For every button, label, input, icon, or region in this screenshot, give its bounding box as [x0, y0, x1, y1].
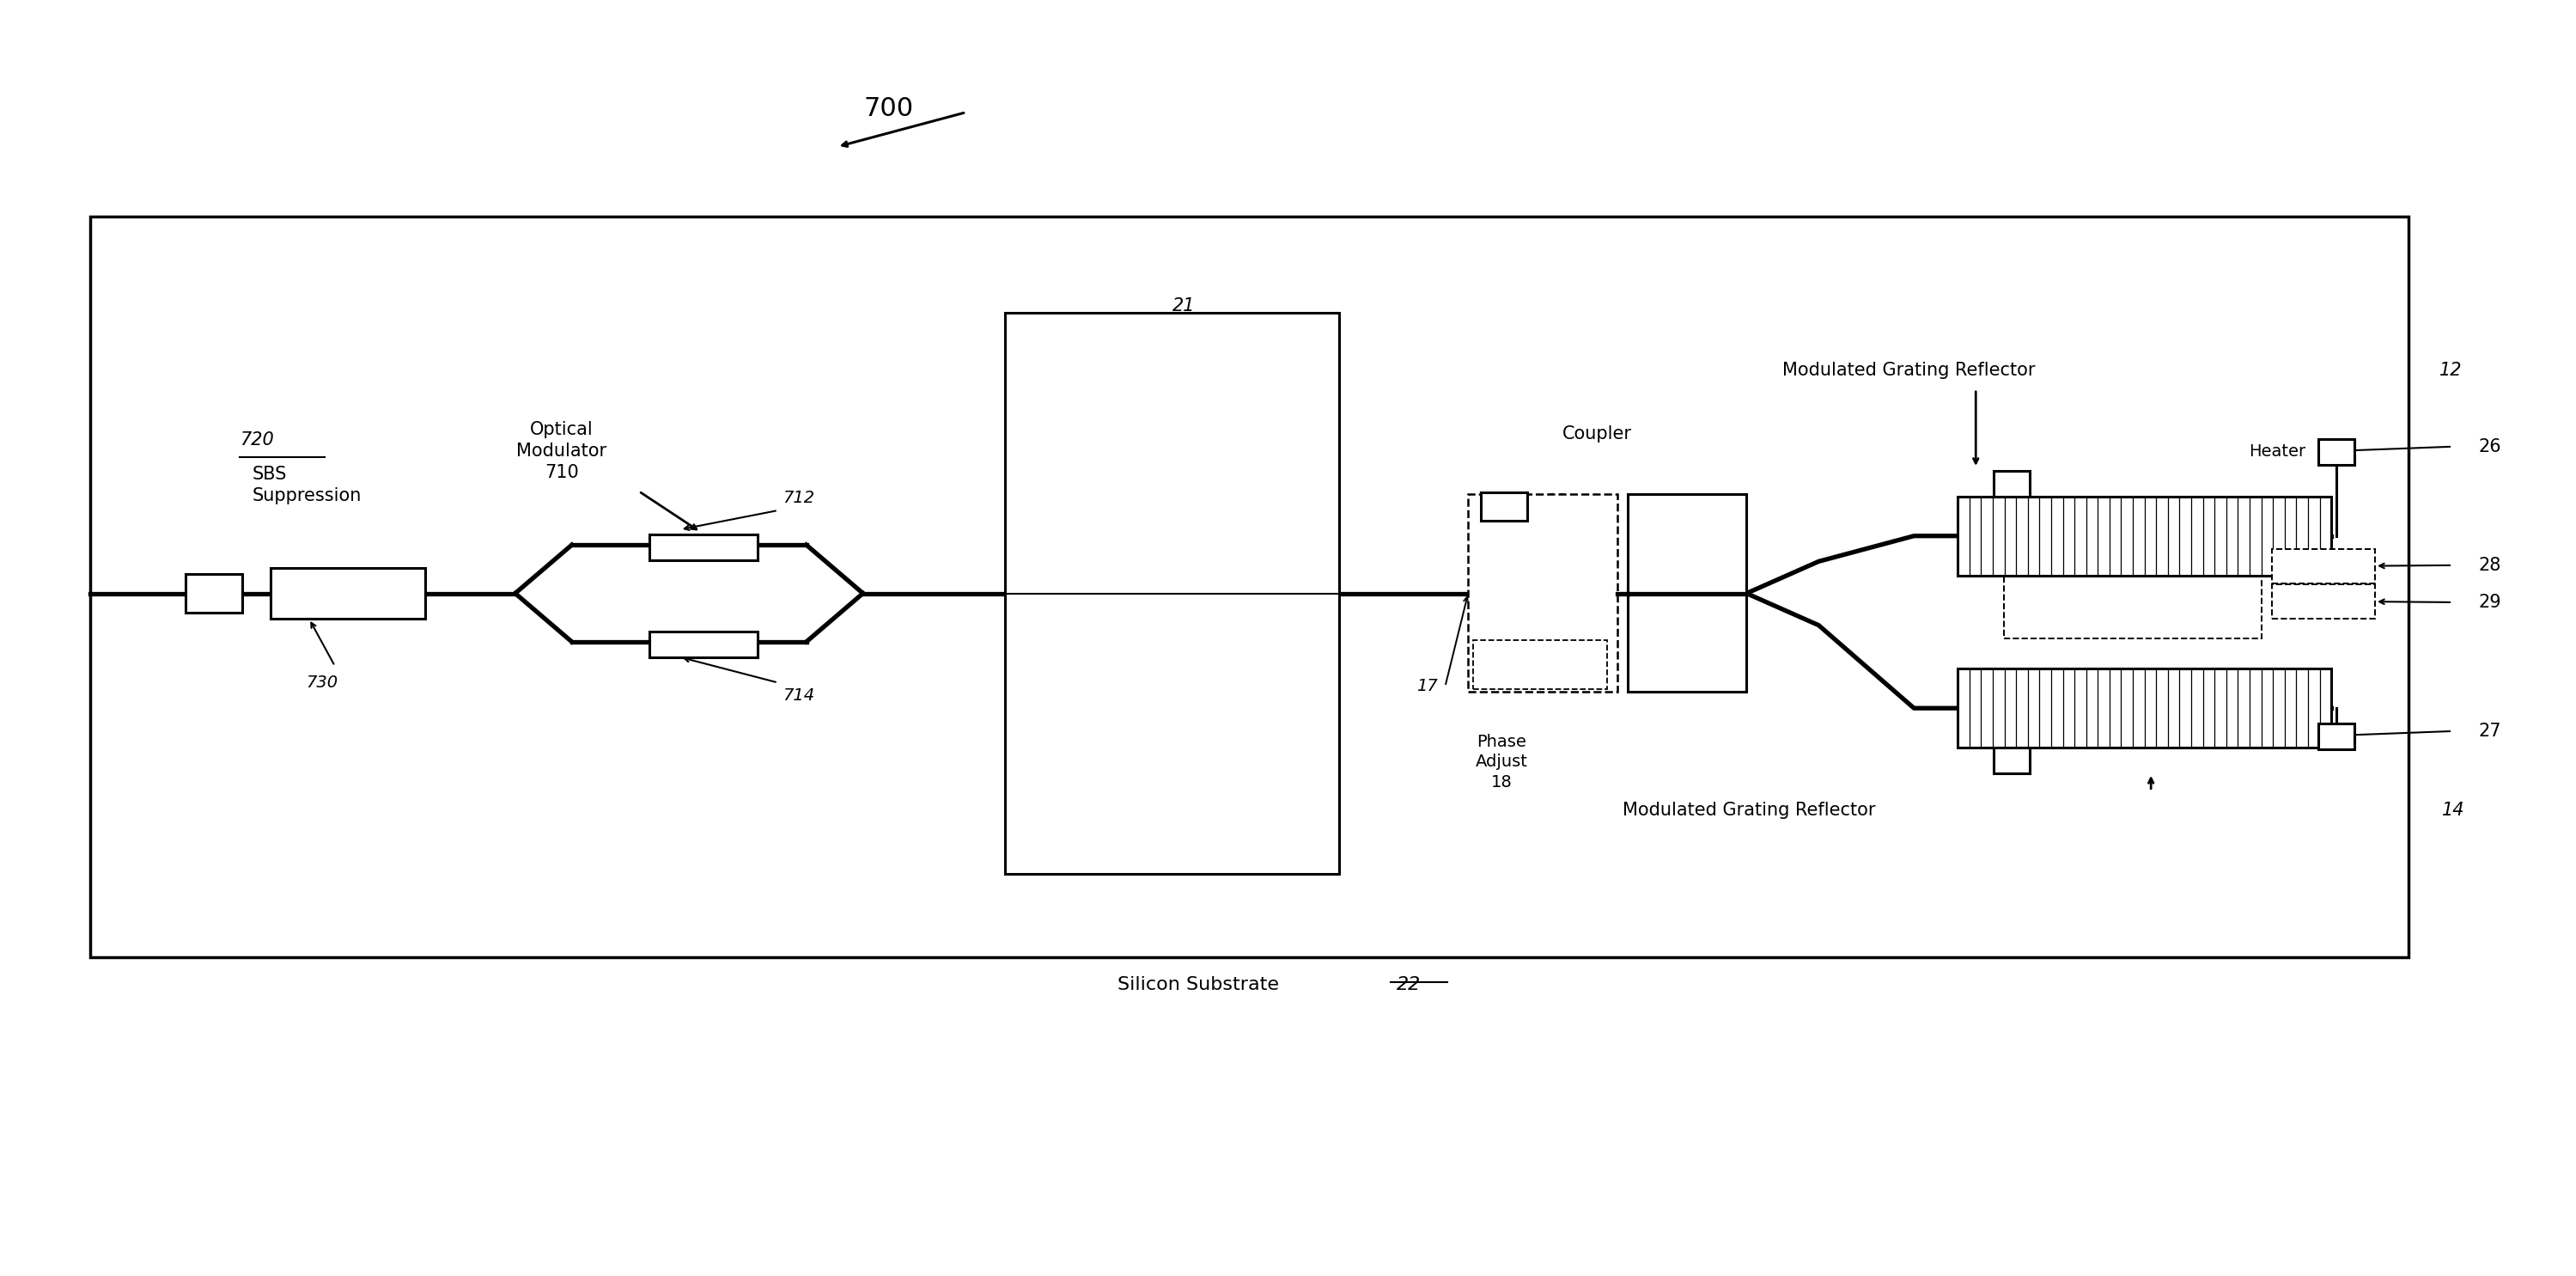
Text: Gain Chip: Gain Chip	[1123, 609, 1221, 629]
Bar	[1628, 494, 1747, 692]
Text: 19: 19	[1546, 493, 1566, 508]
Bar	[270, 568, 425, 619]
Bar	[2318, 723, 2354, 749]
Text: 22: 22	[1396, 976, 1419, 993]
Bar	[2004, 546, 2262, 638]
Bar	[1005, 313, 1340, 874]
Bar	[1994, 471, 2030, 496]
Bar	[1473, 641, 1607, 689]
Bar	[649, 632, 757, 657]
Bar	[1481, 493, 1528, 521]
Text: 700: 700	[863, 96, 914, 121]
Text: SBS
Suppression: SBS Suppression	[252, 466, 361, 504]
Text: Modulated Grating Reflector: Modulated Grating Reflector	[1623, 801, 1880, 819]
Text: 20: 20	[1030, 351, 1054, 369]
Bar	[90, 217, 2409, 957]
Text: RTD: RTD	[2282, 558, 2311, 574]
Bar	[2318, 439, 2354, 464]
Bar	[1958, 496, 2331, 575]
Text: RTD: RTD	[1486, 657, 1515, 672]
Text: Phase
Adjust
18: Phase Adjust 18	[1476, 734, 1528, 790]
Bar	[2272, 584, 2375, 619]
Text: 17: 17	[1417, 679, 1437, 694]
Text: 14: 14	[2442, 801, 2465, 819]
Text: 29: 29	[2478, 593, 2501, 611]
Text: RTD: RTD	[2282, 593, 2311, 610]
Text: 26: 26	[2478, 438, 2501, 456]
Text: 712: 712	[783, 490, 814, 505]
Text: 714: 714	[783, 688, 814, 703]
Text: 21: 21	[1172, 297, 1195, 315]
Text: Coupler: Coupler	[1561, 425, 1633, 443]
Text: 720: 720	[240, 431, 273, 449]
Text: Heater: Heater	[2249, 444, 2306, 459]
Text: Silicon Substrate: Silicon Substrate	[1118, 976, 1278, 993]
Bar	[2272, 549, 2375, 583]
Text: 27: 27	[2478, 722, 2501, 740]
Text: 28: 28	[2478, 556, 2501, 574]
Bar	[1958, 669, 2331, 748]
Bar	[1994, 748, 2030, 773]
Bar	[1468, 494, 1618, 692]
Text: 16: 16	[1674, 584, 1700, 602]
Bar	[649, 535, 757, 560]
Text: 12: 12	[2439, 361, 2463, 379]
Text: Modulated Grating Reflector: Modulated Grating Reflector	[1783, 361, 2040, 379]
Text: Heater: Heater	[2249, 729, 2306, 744]
Bar	[185, 574, 242, 612]
Text: Optical
Modulator
710: Optical Modulator 710	[515, 421, 608, 481]
Text: 730: 730	[307, 675, 337, 690]
